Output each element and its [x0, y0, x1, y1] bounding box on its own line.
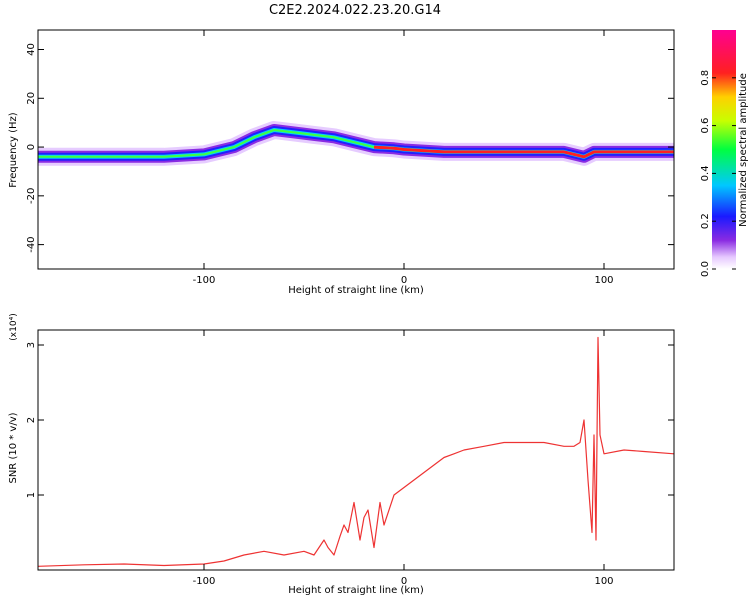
spectrogram-ridge [38, 121, 674, 166]
colorbar: 0.0 0.2 0.4 0.6 0.8 Normalized spectral ampl… [700, 30, 749, 277]
colorbar-tick-label: 0.6 [700, 118, 711, 134]
spectrogram-y-tick-label: 0 [26, 144, 37, 150]
snr-x-label: Height of straight line (km) [288, 585, 424, 596]
snr-y-tick-label: 3 [26, 342, 37, 348]
snr-series-line [38, 336, 674, 567]
snr-frame [37, 329, 675, 571]
spectrogram-y-tick-label: 40 [26, 43, 37, 56]
colorbar-tick-label: 0.2 [700, 213, 711, 229]
spectrogram-y-tick-label: 20 [26, 92, 37, 105]
snr-y-label: SNR (10 * v/v) [8, 412, 19, 483]
spectrogram-panel: -100 0 100 -40 -20 0 20 40 Height of straight l… [8, 29, 675, 296]
colorbar-gradient [712, 30, 736, 269]
spectrogram-x-tick-label: 100 [594, 275, 613, 286]
snr-x-tick-label: 0 [401, 576, 407, 587]
spectrogram-frame [37, 29, 675, 270]
snr-x-tick-label: 100 [594, 576, 613, 587]
colorbar-tick-label: 0.8 [700, 70, 711, 86]
snr-ticks: -100 0 100 1 2 3 [26, 330, 674, 587]
spectrogram-x-tick-label: -100 [193, 275, 216, 286]
snr-y-tick-label: 1 [26, 492, 37, 498]
colorbar-ticks: 0.0 0.2 0.4 0.6 0.8 [700, 70, 736, 277]
spectrogram-peak-core [373, 145, 674, 159]
spectrogram-y-tick-label: -40 [26, 236, 37, 252]
colorbar-tick-label: 0.4 [700, 165, 711, 181]
spectrogram-x-tick-label: 0 [401, 275, 407, 286]
snr-line [38, 336, 674, 567]
spectrogram-ticks: -100 0 100 -40 -20 0 20 40 [26, 30, 674, 286]
snr-y-multiplier: (x10⁴) [9, 313, 19, 340]
colorbar-tick-label: 0.0 [700, 261, 711, 277]
snr-y-tick-label: 2 [26, 417, 37, 423]
spectrogram-y-tick-label: -20 [26, 188, 37, 204]
colorbar-label: Normalized spectral amplitude [738, 73, 749, 227]
figure-title: C2E2.2024.022.23.20.G14 [269, 3, 441, 18]
snr-panel: -100 0 100 1 2 3 Height of straight line (km)… [8, 313, 675, 596]
spectrogram-x-label: Height of straight line (km) [288, 285, 424, 296]
snr-x-tick-label: -100 [193, 576, 216, 587]
spectrogram-y-label: Frequency (Hz) [8, 112, 19, 188]
